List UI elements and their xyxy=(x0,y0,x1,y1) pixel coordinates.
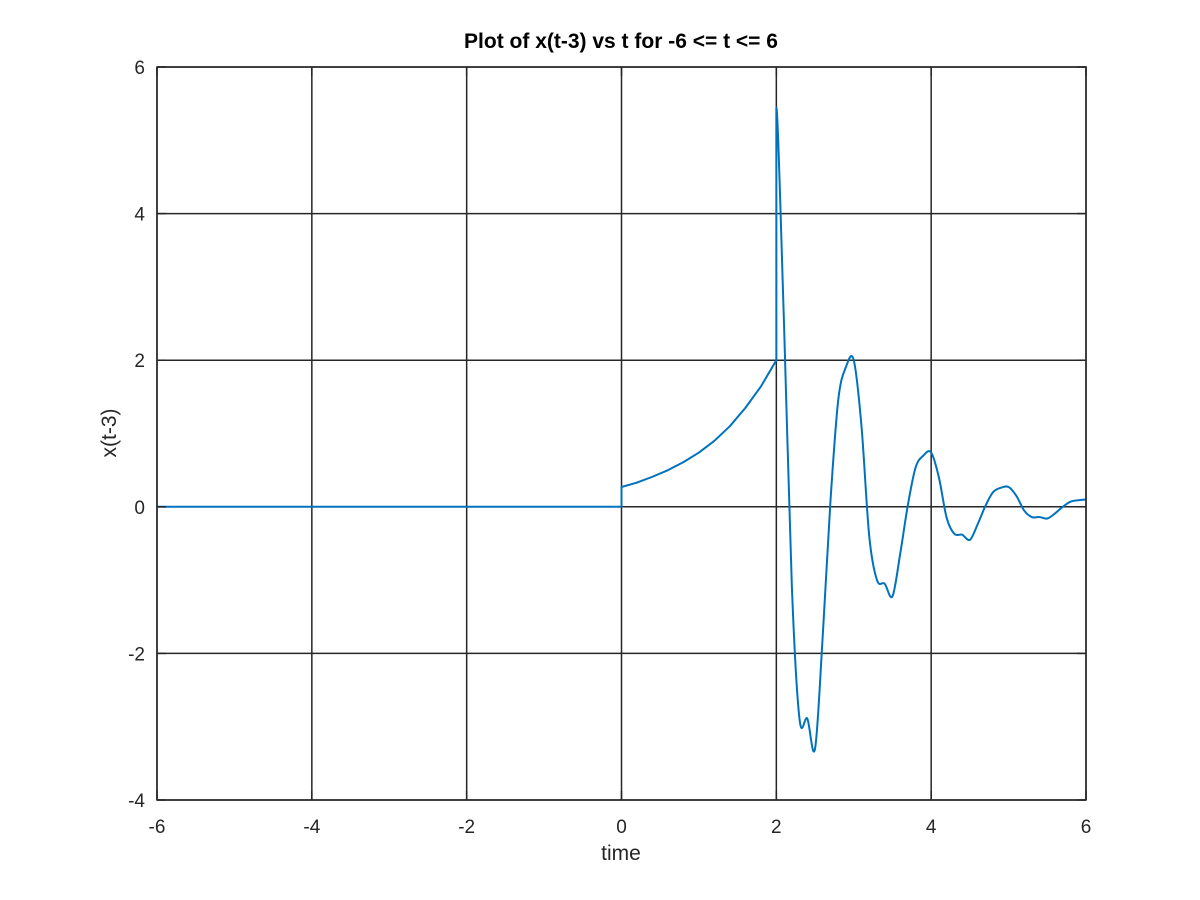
y-tick-label: -4 xyxy=(128,791,145,812)
x-tick-label: 4 xyxy=(926,817,937,838)
x-tick-label: 2 xyxy=(771,817,782,838)
series-layer xyxy=(157,107,1087,753)
y-tick-label: 2 xyxy=(134,351,145,372)
x-tick-label: 6 xyxy=(1081,817,1092,838)
chart-title: Plot of x(t-3) vs t for -6 <= t <= 6 xyxy=(464,30,778,53)
y-tick-label: 4 xyxy=(134,205,145,226)
x-tick-label: 0 xyxy=(616,817,627,838)
y-tick-label: 6 xyxy=(134,58,145,79)
y-axis-label: x(t-3) xyxy=(98,409,121,458)
tick-marks xyxy=(156,66,1087,801)
x-axis-label: time xyxy=(601,842,641,865)
x-tick-label: -4 xyxy=(303,817,320,838)
x-tick-label: -6 xyxy=(149,817,166,838)
y-tick-label: 0 xyxy=(134,498,145,519)
series-line xyxy=(157,107,1087,753)
y-tick-label: -2 xyxy=(128,644,145,665)
x-tick-label: -2 xyxy=(458,817,475,838)
